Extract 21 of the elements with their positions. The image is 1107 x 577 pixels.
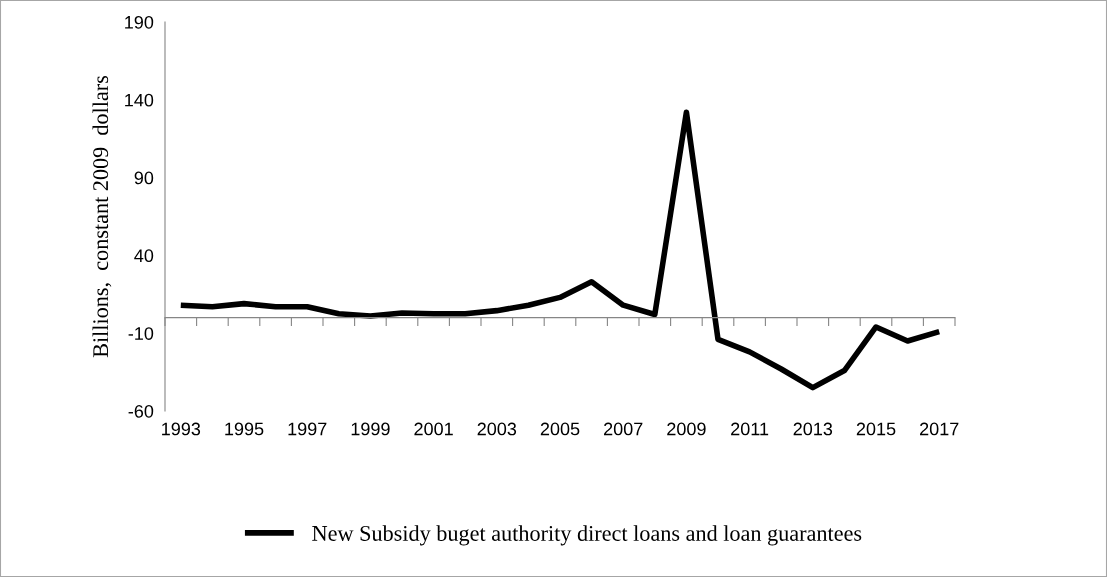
y-tick-label: 40	[134, 249, 154, 263]
x-tick-label: 2001	[414, 422, 453, 436]
x-tick-label: 2013	[793, 422, 833, 436]
y-axis-title: Billions, constant 2009 dollars	[92, 75, 112, 358]
x-tick-label: 1999	[351, 422, 390, 436]
x-tick-label: 2009	[667, 422, 706, 436]
y-tick-label: -60	[128, 404, 154, 418]
x-tick-label: 2017	[920, 422, 959, 436]
legend-label: New Subsidy buget authority direct loans and loan guarantees	[312, 525, 862, 546]
y-tick-label: 140	[125, 93, 154, 107]
x-tick-label: 2007	[604, 422, 643, 436]
x-tick-label: 1993	[162, 422, 201, 436]
x-tick-label: 2003	[477, 422, 517, 436]
x-tick-label: 2015	[856, 422, 896, 436]
x-tick-label: 2011	[731, 422, 769, 436]
x-tick-label: 1997	[288, 422, 327, 436]
y-tick-label: -10	[128, 327, 154, 340]
x-tick-label: 1995	[225, 422, 264, 436]
x-tick-label: 2005	[540, 422, 580, 436]
y-tick-label: 190	[125, 15, 154, 29]
y-tick-label: 90	[134, 171, 154, 185]
